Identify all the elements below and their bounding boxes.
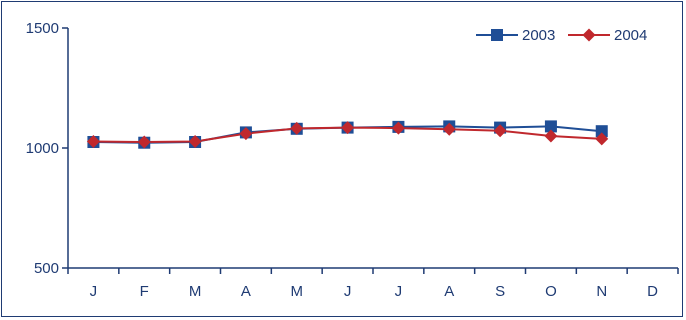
data-point-2004 bbox=[239, 127, 253, 141]
x-tick-label: O bbox=[545, 283, 557, 300]
data-point-2004 bbox=[290, 121, 304, 135]
x-tick-label: S bbox=[495, 283, 505, 300]
y-tick-label: 1500 bbox=[26, 20, 59, 37]
data-point-2004 bbox=[86, 135, 100, 149]
x-tick-label: J bbox=[90, 283, 98, 300]
data-point-2004 bbox=[493, 124, 507, 138]
legend-marker-2003 bbox=[491, 29, 503, 41]
data-point-2004 bbox=[341, 121, 355, 135]
y-tick-label: 500 bbox=[34, 260, 59, 277]
x-tick-label: J bbox=[344, 283, 352, 300]
x-tick-label: M bbox=[189, 283, 202, 300]
data-point-2004 bbox=[188, 135, 202, 149]
data-point-2003 bbox=[544, 120, 557, 133]
x-tick-label: A bbox=[241, 283, 251, 300]
data-point-2004 bbox=[391, 121, 405, 135]
data-point-2004 bbox=[544, 129, 558, 143]
y-tick-label: 1000 bbox=[26, 140, 59, 157]
legend: 2003 2004 bbox=[476, 27, 647, 44]
data-point-2004 bbox=[595, 132, 609, 146]
series-markers bbox=[86, 120, 609, 149]
legend-label-2003: 2003 bbox=[522, 27, 555, 44]
y-axis-ticks: 500 1000 1500 bbox=[26, 20, 68, 277]
x-tick-label: D bbox=[647, 283, 658, 300]
x-tick-label: A bbox=[444, 283, 454, 300]
legend-marker-2004 bbox=[582, 28, 596, 42]
x-tick-label: F bbox=[140, 283, 149, 300]
x-tick-label: N bbox=[596, 283, 607, 300]
x-tick-label: J bbox=[395, 283, 403, 300]
legend-label-2004: 2004 bbox=[614, 27, 647, 44]
data-point-2003 bbox=[595, 125, 608, 138]
x-tick-label: M bbox=[291, 283, 304, 300]
data-point-2004 bbox=[137, 135, 151, 149]
data-point-2004 bbox=[442, 122, 456, 136]
